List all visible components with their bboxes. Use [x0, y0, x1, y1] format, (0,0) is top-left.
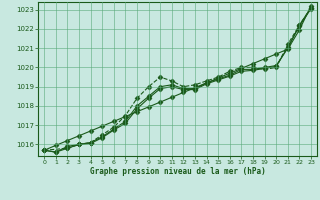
X-axis label: Graphe pression niveau de la mer (hPa): Graphe pression niveau de la mer (hPa): [90, 167, 266, 176]
